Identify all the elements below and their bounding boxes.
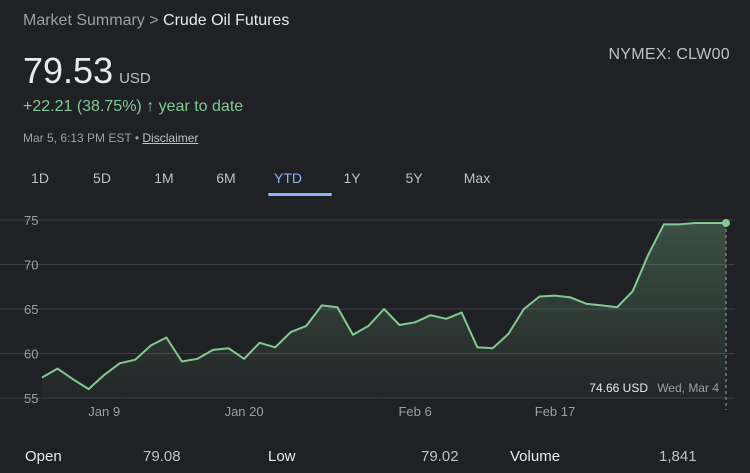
- y-tick-label: 60: [24, 347, 38, 362]
- tab-1y[interactable]: 1Y: [343, 170, 361, 186]
- change-value: +22.21 (38.75%): [23, 98, 142, 115]
- active-tab-indicator: [268, 193, 332, 196]
- disclaimer-link[interactable]: Disclaimer: [142, 131, 199, 145]
- exchange-symbol: NYMEX: CLW00: [608, 46, 730, 63]
- range-tabs: 1D 5D 1M 6M YTD 1Y 5Y Max: [0, 166, 750, 196]
- stat-low-value: 79.02: [421, 448, 459, 465]
- price-line: [41, 222, 726, 391]
- quote-timestamp: Mar 5, 6:13 PM EST • Disclaimer: [23, 131, 198, 145]
- x-tick-label: Feb 17: [535, 404, 575, 419]
- x-tick-label: Jan 20: [225, 404, 264, 419]
- tab-5y[interactable]: 5Y: [405, 170, 423, 186]
- breadcrumb-separator: >: [149, 12, 159, 29]
- tab-5d[interactable]: 5D: [93, 170, 111, 186]
- y-tick-label: 55: [24, 391, 38, 406]
- price-chart[interactable]: 75 70 65 60 55 Jan 9 Jan 20 Feb 6 Feb 17 74.66 …: [0, 200, 750, 440]
- timestamp-separator: •: [134, 131, 140, 145]
- stats-row: Open 79.08 Low 79.02 Volume 1,841: [0, 440, 750, 470]
- current-price: 79.53: [23, 50, 114, 91]
- price-currency: USD: [119, 70, 151, 87]
- arrow-up-icon: ↑: [146, 98, 155, 115]
- stat-open-label: Open: [25, 448, 62, 465]
- tooltip-value: 74.66 USD: [589, 381, 648, 395]
- timestamp-text: Mar 5, 6:13 PM EST: [23, 131, 132, 145]
- tab-1d[interactable]: 1D: [31, 170, 49, 186]
- price-area-fill: [42, 223, 726, 398]
- price-change: +22.21 (38.75%) ↑ year to date: [23, 98, 243, 116]
- x-tick-label: Feb 6: [398, 404, 431, 419]
- tab-ytd[interactable]: YTD: [274, 170, 302, 186]
- x-tick-label: Jan 9: [88, 404, 120, 419]
- y-tick-label: 65: [24, 302, 38, 317]
- breadcrumb: Market Summary > Crude Oil Futures: [23, 12, 289, 30]
- change-period: year to date: [158, 98, 244, 115]
- hover-point: [722, 219, 730, 228]
- stat-volume-value: 1,841: [659, 448, 697, 465]
- stat-volume-label: Volume: [510, 448, 561, 465]
- tab-1m[interactable]: 1M: [154, 170, 174, 186]
- y-tick-label: 70: [24, 258, 38, 273]
- tab-max[interactable]: Max: [463, 170, 491, 186]
- price-block: 79.53 USD: [23, 50, 151, 92]
- y-tick-label: 75: [24, 213, 38, 228]
- tooltip-date: Wed, Mar 4: [657, 381, 719, 395]
- breadcrumb-parent-link[interactable]: Market Summary: [23, 12, 145, 29]
- tab-6m[interactable]: 6M: [216, 170, 236, 186]
- stat-low-label: Low: [268, 448, 296, 465]
- stat-open-value: 79.08: [143, 448, 181, 465]
- breadcrumb-current: Crude Oil Futures: [163, 12, 290, 29]
